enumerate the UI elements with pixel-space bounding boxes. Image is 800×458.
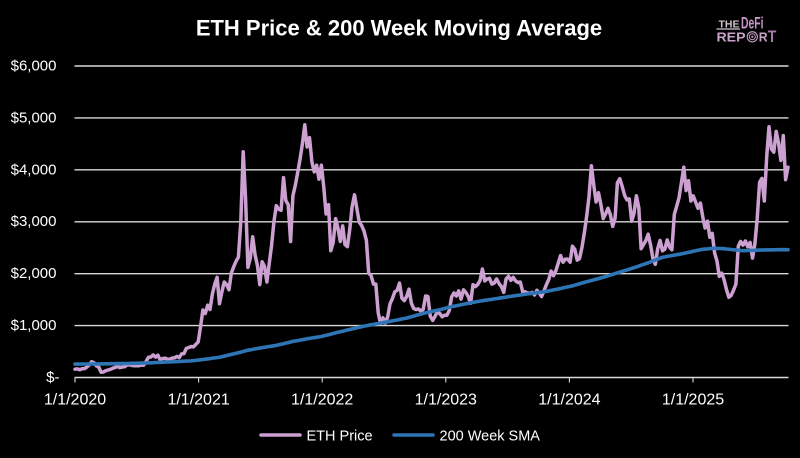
svg-text:1/1/2025: 1/1/2025 (662, 392, 724, 409)
svg-text:$3,000: $3,000 (11, 213, 57, 230)
svg-text:ETH Price: ETH Price (307, 429, 373, 445)
svg-text:$-: $- (46, 369, 59, 386)
svg-text:REP: REP (717, 30, 746, 45)
svg-text:T: T (768, 27, 777, 46)
svg-text:ETH Price & 200 Week Moving Av: ETH Price & 200 Week Moving Average (196, 16, 602, 41)
svg-text:R: R (759, 30, 768, 45)
svg-text:1/1/2020: 1/1/2020 (44, 392, 106, 409)
svg-text:1/1/2022: 1/1/2022 (291, 392, 353, 409)
svg-text:1/1/2021: 1/1/2021 (167, 392, 229, 409)
svg-text:$5,000: $5,000 (11, 109, 57, 126)
svg-text:$6,000: $6,000 (11, 58, 57, 75)
svg-text:$1,000: $1,000 (11, 317, 57, 334)
svg-text:200 Week SMA: 200 Week SMA (440, 429, 541, 445)
svg-text:DeFi: DeFi (741, 15, 764, 33)
svg-text:THE: THE (719, 20, 740, 31)
svg-text:$4,000: $4,000 (11, 161, 57, 178)
svg-text:1/1/2024: 1/1/2024 (538, 392, 600, 409)
svg-text:1/1/2023: 1/1/2023 (415, 392, 477, 409)
svg-text:$2,000: $2,000 (11, 265, 57, 282)
